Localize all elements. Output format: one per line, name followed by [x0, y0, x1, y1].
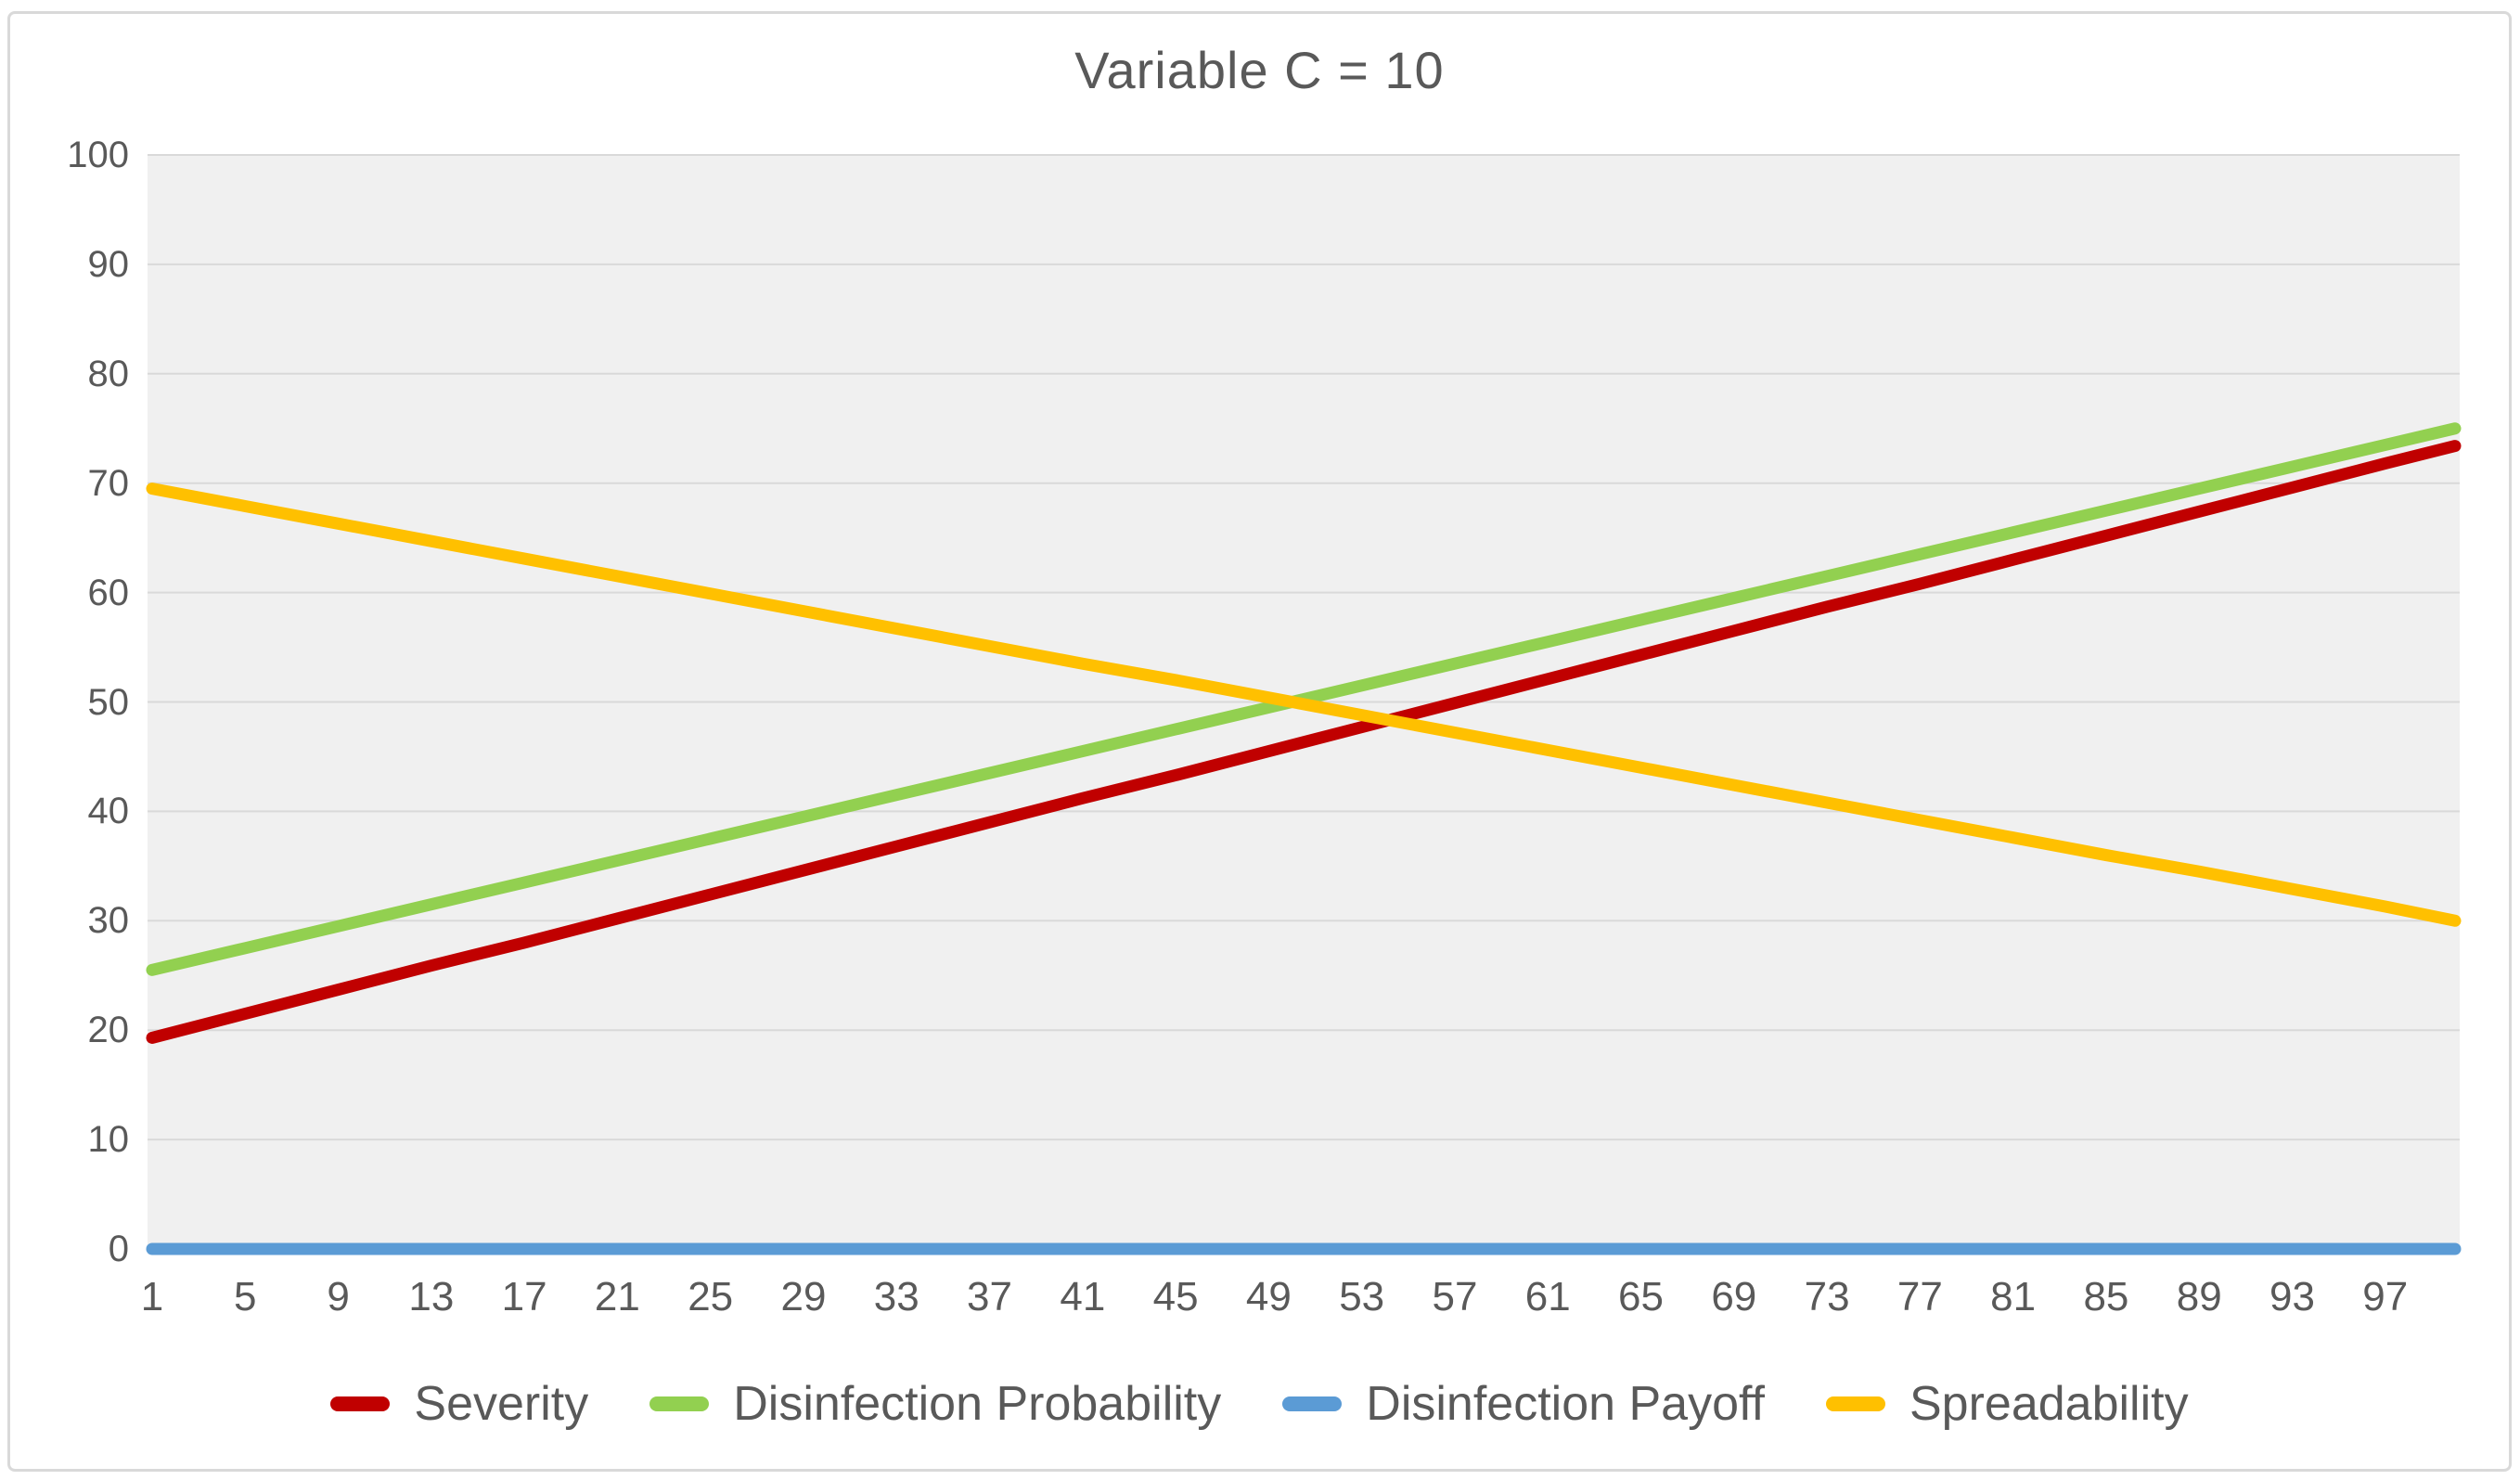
- series-line-spreadability: [146, 483, 2462, 927]
- x-axis-label-65: 65: [1618, 1274, 1664, 1319]
- y-axis-label-100: 100: [67, 135, 129, 175]
- legend-label-disinfection-probability: Disinfection Probability: [733, 1377, 1222, 1431]
- legend-label-severity: Severity: [414, 1377, 589, 1431]
- y-axis-label-10: 10: [87, 1119, 130, 1161]
- x-axis-label-49: 49: [1245, 1274, 1292, 1319]
- x-axis-label-37: 37: [967, 1274, 1012, 1319]
- x-axis-label-77: 77: [1896, 1274, 1943, 1319]
- legend-item-disinfection-probability: Disinfection Probability: [649, 1376, 1221, 1432]
- y-axis-label-20: 20: [87, 1010, 130, 1051]
- legend-swatch-disinfection-payoff: [1282, 1396, 1343, 1411]
- chart-frame: Variable C = 10 0 10 20 30 40 50 60 70 80 90 100 1…: [7, 11, 2512, 1472]
- x-axis-label-1: 1: [140, 1274, 164, 1319]
- y-axis-label-80: 80: [87, 353, 130, 394]
- x-axis-label-53: 53: [1339, 1274, 1385, 1319]
- x-axis-label-9: 9: [327, 1274, 350, 1319]
- plot-area: [146, 154, 2462, 1255]
- x-axis-label-41: 41: [1060, 1274, 1106, 1319]
- y-axis-label-40: 40: [87, 791, 130, 832]
- legend-item-disinfection-payoff: Disinfection Payoff: [1282, 1376, 1765, 1432]
- x-axis-label-5: 5: [234, 1274, 257, 1319]
- x-axis-label-97: 97: [2362, 1274, 2409, 1319]
- x-axis-label-57: 57: [1432, 1274, 1478, 1319]
- y-axis-label-60: 60: [87, 572, 130, 613]
- legend: Severity Disinfection Probability Disinfec…: [10, 1376, 2509, 1432]
- legend-label-disinfection-payoff: Disinfection Payoff: [1366, 1377, 1765, 1431]
- legend-label-spreadability: Spreadability: [1909, 1377, 2189, 1431]
- x-axis-label-93: 93: [2269, 1274, 2315, 1319]
- legend-swatch-severity: [330, 1396, 391, 1411]
- legend-item-spreadability: Spreadability: [1825, 1376, 2189, 1432]
- y-axis-label-30: 30: [87, 900, 130, 942]
- x-axis-label-81: 81: [1990, 1274, 2037, 1319]
- x-axis-label-73: 73: [1804, 1274, 1850, 1319]
- x-axis-label-69: 69: [1711, 1274, 1757, 1319]
- x-axis-label-17: 17: [501, 1274, 547, 1319]
- x-axis-label-29: 29: [780, 1274, 827, 1319]
- y-axis-label-70: 70: [87, 462, 130, 504]
- legend-item-severity: Severity: [330, 1376, 588, 1432]
- legend-swatch-disinfection-probability: [649, 1396, 710, 1411]
- x-axis-label-85: 85: [2083, 1274, 2129, 1319]
- plot-canvas: [146, 154, 2462, 1255]
- x-axis-label-13: 13: [408, 1274, 455, 1319]
- x-axis-label-89: 89: [2176, 1274, 2222, 1319]
- y-axis-label-90: 90: [87, 243, 130, 285]
- y-axis-label-0: 0: [108, 1229, 129, 1269]
- x-axis-label-33: 33: [873, 1274, 919, 1319]
- x-axis-label-21: 21: [594, 1274, 640, 1319]
- x-axis-label-45: 45: [1152, 1274, 1199, 1319]
- legend-swatch-spreadability: [1825, 1396, 1885, 1411]
- chart-title: Variable C = 10: [1074, 41, 1445, 99]
- x-axis-label-25: 25: [688, 1274, 734, 1319]
- series-line-severity: [146, 440, 2462, 1044]
- series-line-disinfection-probability: [146, 422, 2462, 976]
- y-axis-label-50: 50: [87, 681, 130, 723]
- x-axis-label-61: 61: [1524, 1274, 1571, 1319]
